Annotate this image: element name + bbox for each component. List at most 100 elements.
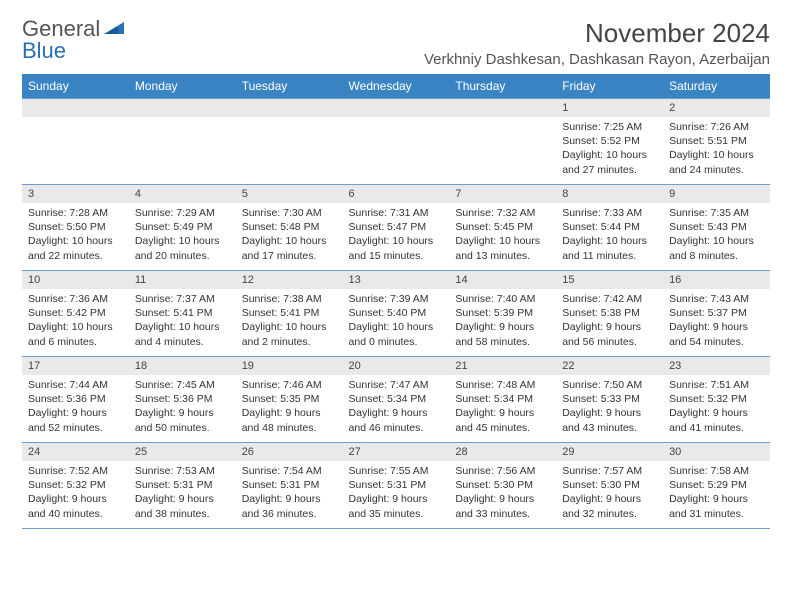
day-number: 29 (556, 443, 663, 461)
daylight-line2: and 13 minutes. (455, 249, 550, 263)
day-number: 15 (556, 271, 663, 289)
logo-text-1: General (22, 18, 100, 40)
daylight-line1: Daylight: 10 hours (669, 148, 764, 162)
day-body: Sunrise: 7:29 AMSunset: 5:49 PMDaylight:… (129, 203, 236, 267)
day-number: 10 (22, 271, 129, 289)
sunset-line: Sunset: 5:40 PM (349, 306, 444, 320)
day-number: 17 (22, 357, 129, 375)
sunset-line: Sunset: 5:30 PM (455, 478, 550, 492)
daylight-line1: Daylight: 10 hours (669, 234, 764, 248)
day-body: Sunrise: 7:38 AMSunset: 5:41 PMDaylight:… (236, 289, 343, 353)
day-number: 20 (343, 357, 450, 375)
day-number: 22 (556, 357, 663, 375)
daylight-line2: and 35 minutes. (349, 507, 444, 521)
calendar-cell: 17Sunrise: 7:44 AMSunset: 5:36 PMDayligh… (22, 357, 129, 443)
calendar-cell: 4Sunrise: 7:29 AMSunset: 5:49 PMDaylight… (129, 185, 236, 271)
day-number: 1 (556, 99, 663, 117)
daylight-line2: and 36 minutes. (242, 507, 337, 521)
daylight-line1: Daylight: 10 hours (28, 320, 123, 334)
daylight-line2: and 58 minutes. (455, 335, 550, 349)
sunrise-line: Sunrise: 7:51 AM (669, 378, 764, 392)
daylight-line1: Daylight: 9 hours (135, 406, 230, 420)
calendar-cell: 12Sunrise: 7:38 AMSunset: 5:41 PMDayligh… (236, 271, 343, 357)
weekday-header: Thursday (449, 74, 556, 99)
daylight-line2: and 31 minutes. (669, 507, 764, 521)
daylight-line1: Daylight: 10 hours (28, 234, 123, 248)
day-number: 6 (343, 185, 450, 203)
sunset-line: Sunset: 5:52 PM (562, 134, 657, 148)
month-title: November 2024 (424, 18, 770, 49)
calendar-cell: 5Sunrise: 7:30 AMSunset: 5:48 PMDaylight… (236, 185, 343, 271)
daylight-line1: Daylight: 9 hours (242, 492, 337, 506)
sunset-line: Sunset: 5:31 PM (135, 478, 230, 492)
daylight-line1: Daylight: 9 hours (669, 492, 764, 506)
daylight-line2: and 56 minutes. (562, 335, 657, 349)
sunrise-line: Sunrise: 7:29 AM (135, 206, 230, 220)
daylight-line1: Daylight: 9 hours (455, 492, 550, 506)
sunrise-line: Sunrise: 7:54 AM (242, 464, 337, 478)
calendar-cell: 23Sunrise: 7:51 AMSunset: 5:32 PMDayligh… (663, 357, 770, 443)
daylight-line1: Daylight: 10 hours (135, 320, 230, 334)
day-number (449, 99, 556, 117)
day-number: 13 (343, 271, 450, 289)
page: General Blue November 2024 Verkhniy Dash… (0, 0, 792, 547)
sunset-line: Sunset: 5:32 PM (669, 392, 764, 406)
sunset-line: Sunset: 5:51 PM (669, 134, 764, 148)
day-body: Sunrise: 7:48 AMSunset: 5:34 PMDaylight:… (449, 375, 556, 439)
calendar-cell: 15Sunrise: 7:42 AMSunset: 5:38 PMDayligh… (556, 271, 663, 357)
daylight-line2: and 45 minutes. (455, 421, 550, 435)
sunrise-line: Sunrise: 7:50 AM (562, 378, 657, 392)
day-body: Sunrise: 7:56 AMSunset: 5:30 PMDaylight:… (449, 461, 556, 525)
day-body: Sunrise: 7:28 AMSunset: 5:50 PMDaylight:… (22, 203, 129, 267)
day-body: Sunrise: 7:36 AMSunset: 5:42 PMDaylight:… (22, 289, 129, 353)
sunrise-line: Sunrise: 7:37 AM (135, 292, 230, 306)
calendar-cell: 16Sunrise: 7:43 AMSunset: 5:37 PMDayligh… (663, 271, 770, 357)
sunset-line: Sunset: 5:31 PM (242, 478, 337, 492)
day-body (343, 117, 450, 124)
day-body: Sunrise: 7:32 AMSunset: 5:45 PMDaylight:… (449, 203, 556, 267)
sunset-line: Sunset: 5:45 PM (455, 220, 550, 234)
sunset-line: Sunset: 5:36 PM (135, 392, 230, 406)
day-body (22, 117, 129, 124)
calendar-cell: 20Sunrise: 7:47 AMSunset: 5:34 PMDayligh… (343, 357, 450, 443)
daylight-line1: Daylight: 9 hours (349, 406, 444, 420)
daylight-line2: and 20 minutes. (135, 249, 230, 263)
sunrise-line: Sunrise: 7:35 AM (669, 206, 764, 220)
sunset-line: Sunset: 5:50 PM (28, 220, 123, 234)
sunset-line: Sunset: 5:35 PM (242, 392, 337, 406)
calendar-cell: 26Sunrise: 7:54 AMSunset: 5:31 PMDayligh… (236, 443, 343, 529)
calendar-cell (343, 99, 450, 185)
day-body: Sunrise: 7:51 AMSunset: 5:32 PMDaylight:… (663, 375, 770, 439)
sunrise-line: Sunrise: 7:28 AM (28, 206, 123, 220)
sunrise-line: Sunrise: 7:55 AM (349, 464, 444, 478)
day-number (343, 99, 450, 117)
daylight-line1: Daylight: 10 hours (135, 234, 230, 248)
calendar-cell: 28Sunrise: 7:56 AMSunset: 5:30 PMDayligh… (449, 443, 556, 529)
day-number: 9 (663, 185, 770, 203)
day-body: Sunrise: 7:40 AMSunset: 5:39 PMDaylight:… (449, 289, 556, 353)
day-body: Sunrise: 7:50 AMSunset: 5:33 PMDaylight:… (556, 375, 663, 439)
calendar-cell: 24Sunrise: 7:52 AMSunset: 5:32 PMDayligh… (22, 443, 129, 529)
calendar-cell: 2Sunrise: 7:26 AMSunset: 5:51 PMDaylight… (663, 99, 770, 185)
calendar-cell: 27Sunrise: 7:55 AMSunset: 5:31 PMDayligh… (343, 443, 450, 529)
sunrise-line: Sunrise: 7:39 AM (349, 292, 444, 306)
sunrise-line: Sunrise: 7:25 AM (562, 120, 657, 134)
daylight-line2: and 4 minutes. (135, 335, 230, 349)
sunset-line: Sunset: 5:41 PM (242, 306, 337, 320)
day-number: 16 (663, 271, 770, 289)
calendar-cell: 21Sunrise: 7:48 AMSunset: 5:34 PMDayligh… (449, 357, 556, 443)
day-number (129, 99, 236, 117)
day-number: 11 (129, 271, 236, 289)
daylight-line2: and 33 minutes. (455, 507, 550, 521)
daylight-line2: and 38 minutes. (135, 507, 230, 521)
calendar-cell: 29Sunrise: 7:57 AMSunset: 5:30 PMDayligh… (556, 443, 663, 529)
sunrise-line: Sunrise: 7:36 AM (28, 292, 123, 306)
weekday-row: Sunday Monday Tuesday Wednesday Thursday… (22, 74, 770, 99)
daylight-line2: and 48 minutes. (242, 421, 337, 435)
weekday-header: Sunday (22, 74, 129, 99)
calendar: Sunday Monday Tuesday Wednesday Thursday… (22, 74, 770, 529)
location: Verkhniy Dashkesan, Dashkasan Rayon, Aze… (424, 51, 770, 68)
day-number: 21 (449, 357, 556, 375)
sunrise-line: Sunrise: 7:43 AM (669, 292, 764, 306)
sunset-line: Sunset: 5:33 PM (562, 392, 657, 406)
